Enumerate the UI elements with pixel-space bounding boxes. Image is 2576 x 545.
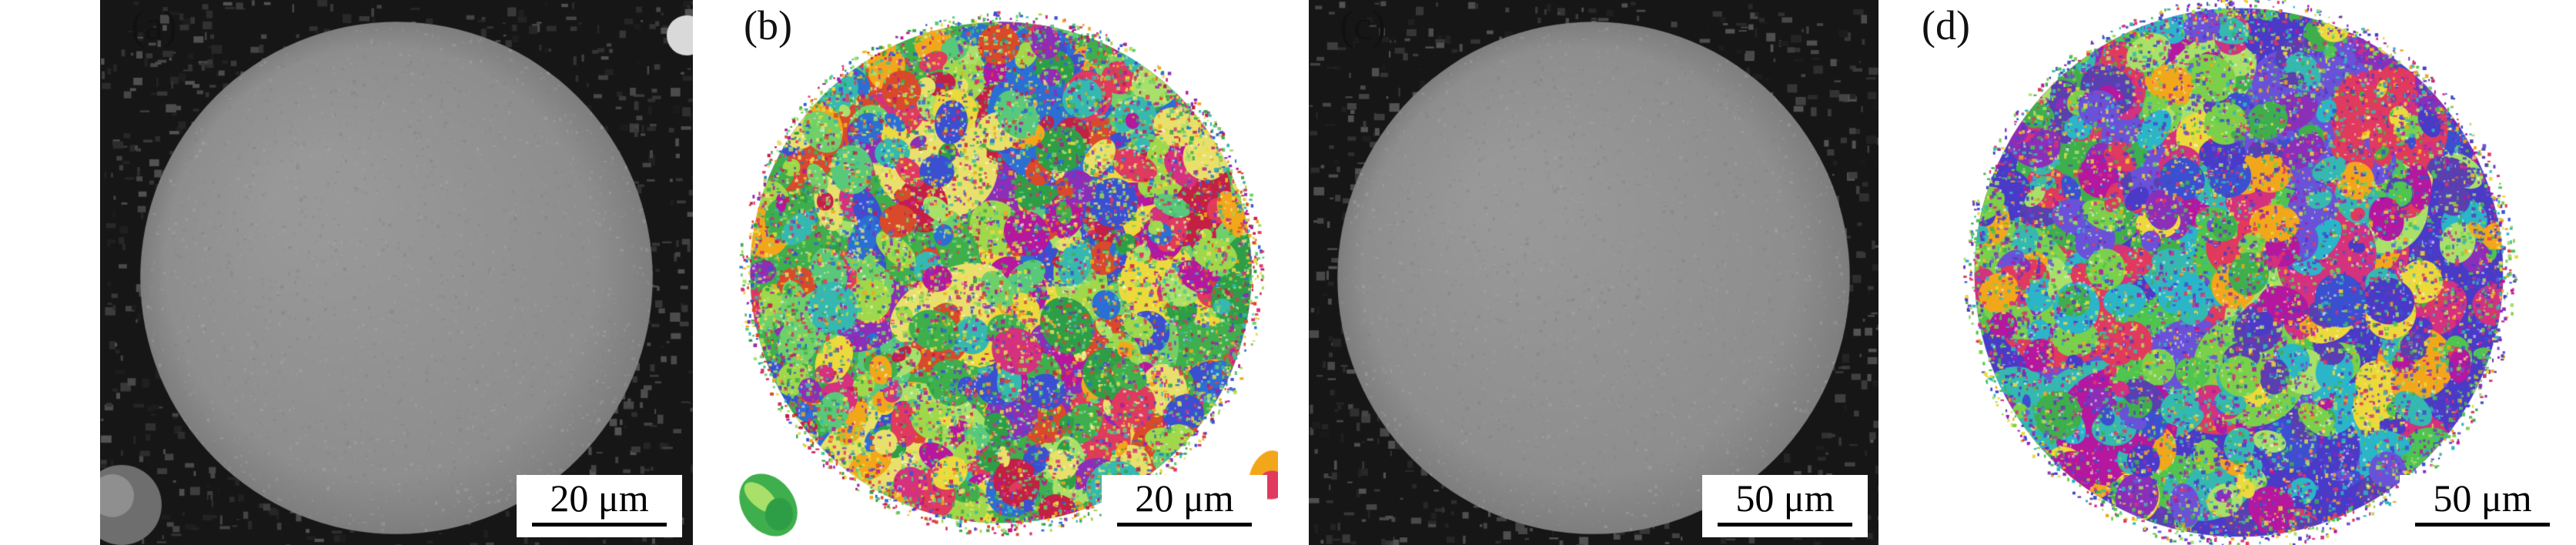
panel-d: (d) 50 μm [1902, 0, 2576, 545]
scale-bar-label-a: 20 μm [550, 476, 649, 520]
scale-bar-line-b [1117, 523, 1252, 527]
panel-a: (a) 20 μm [100, 0, 693, 545]
panel-b: (b) 20 μm [724, 0, 1278, 545]
scale-bar-b: 20 μm [1102, 474, 1267, 537]
scale-bar-a: 20 μm [517, 474, 682, 537]
panel-label-d: (d) [1922, 2, 1970, 48]
scale-bar-line-a [532, 523, 667, 527]
panel-c: (c) 50 μm [1309, 0, 1878, 545]
scale-bar-label-b: 20 μm [1135, 476, 1234, 520]
scale-bar-line-d [2415, 523, 2550, 527]
panel-label-a: (a) [131, 2, 177, 48]
sem-micrograph-a [100, 0, 693, 545]
scale-bar-c: 50 μm [1702, 474, 1868, 537]
panel-label-b: (b) [744, 2, 792, 48]
scale-bar-label-d: 50 μm [2433, 476, 2532, 520]
ebsd-orientation-map-d [1902, 0, 2576, 545]
sem-micrograph-c [1309, 0, 1878, 545]
ebsd-orientation-map-b [724, 0, 1278, 545]
scale-bar-label-c: 50 μm [1735, 476, 1835, 520]
panel-label-c: (c) [1340, 2, 1386, 48]
scale-bar-d: 50 μm [2400, 474, 2565, 537]
scale-bar-line-c [1718, 523, 1852, 527]
